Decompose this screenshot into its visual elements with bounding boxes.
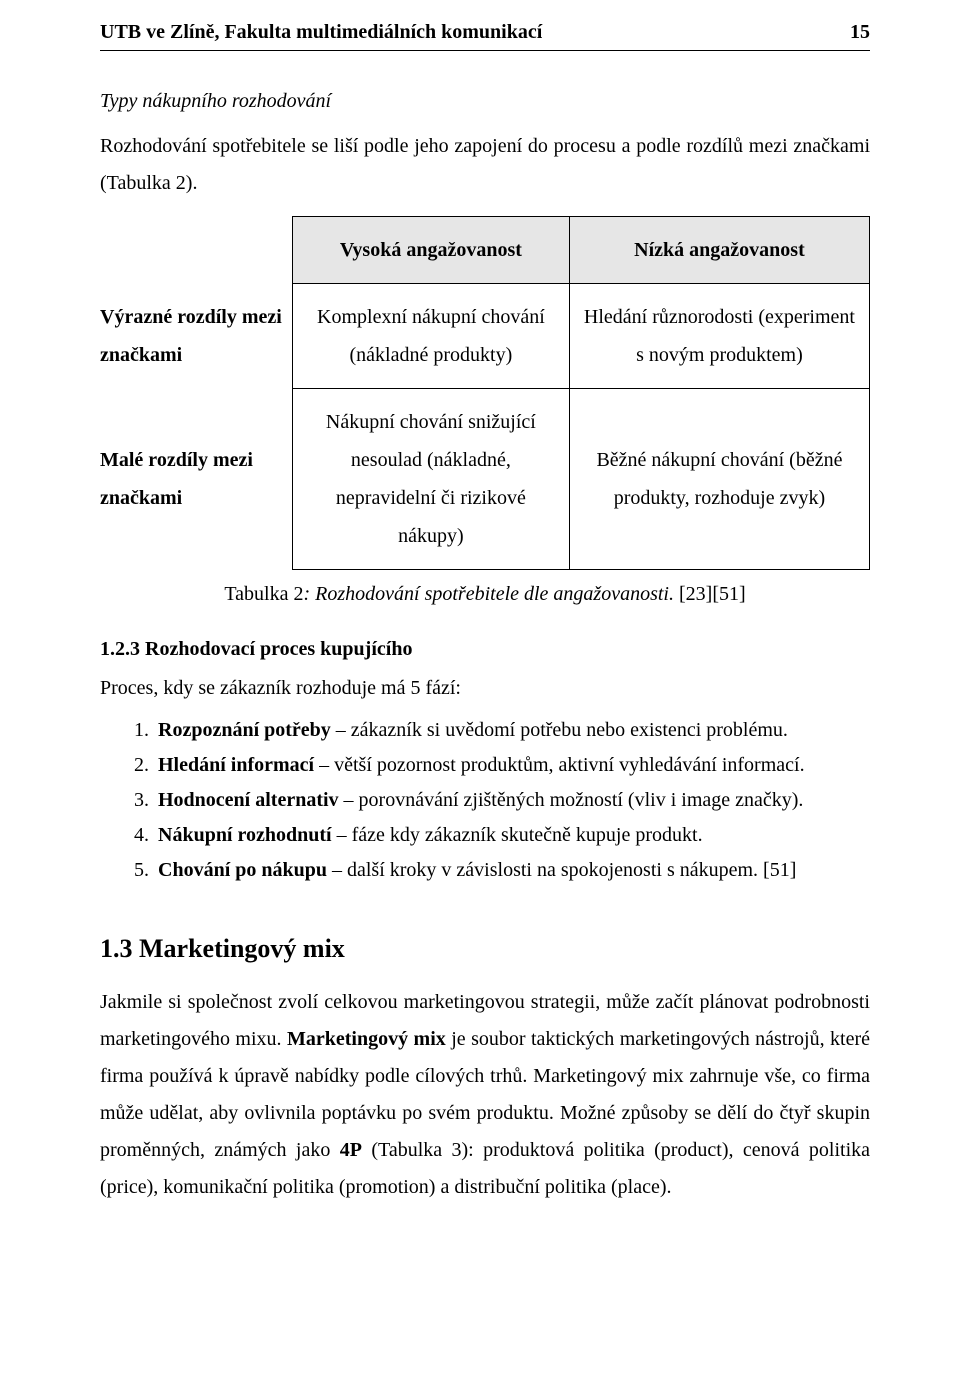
decision-lead: Proces, kdy se zákazník rozhoduje má 5 f…	[100, 674, 870, 703]
mix-paragraph: Jakmile si společnost zvolí celkovou mar…	[100, 984, 870, 1206]
phase-rest: – zákazník si uvědomí potřebu nebo exist…	[331, 719, 788, 741]
table-blank-header	[100, 217, 292, 284]
subsection-decision-process: 1.2.3 Rozhodovací proces kupujícího	[100, 635, 870, 664]
engagement-table: Vysoká angažovanost Nízká angažovanost V…	[100, 216, 870, 570]
list-item: Hodnocení alternativ – porovnávání zjišt…	[154, 783, 870, 818]
phase-rest: – větší pozornost produktům, aktivní vyh…	[314, 754, 804, 776]
list-item: Nákupní rozhodnutí – fáze kdy zákazník s…	[154, 818, 870, 853]
cell-habitual: Běžné nákupní chování (běžné produkty, r…	[569, 389, 869, 570]
phase-rest: – další kroky v závislosti na spokojenos…	[327, 859, 796, 881]
list-item: Chování po nákupu – další kroky v závisl…	[154, 853, 870, 888]
table-row: Malé rozdíly mezi značkami Nákupní chová…	[100, 389, 870, 570]
section-title-types: Typy nákupního rozhodování	[100, 87, 870, 116]
section-marketing-mix: 1.3 Marketingový mix	[100, 930, 870, 968]
cell-variety: Hledání různorodosti (experiment s novým…	[569, 284, 869, 389]
phase-bold: Hledání informací	[158, 754, 314, 776]
table-header-row: Vysoká angažovanost Nízká angažovanost	[100, 217, 870, 284]
header-institution: UTB ve Zlíně, Fakulta multimediálních ko…	[100, 18, 542, 47]
col-header-low: Nízká angažovanost	[569, 217, 869, 284]
phase-bold: Chování po nákupu	[158, 859, 327, 881]
list-item: Hledání informací – větší pozornost prod…	[154, 748, 870, 783]
phases-list: Rozpoznání potřeby – zákazník si uvědomí…	[100, 713, 870, 888]
cell-complex: Komplexní nákupní chování (nákladné prod…	[292, 284, 569, 389]
phase-bold: Nákupní rozhodnutí	[158, 824, 332, 846]
caption-title: : Rozhodování spotřebitele dle angažovan…	[303, 583, 674, 605]
caption-label: Tabulka 2	[224, 583, 303, 605]
phase-bold: Rozpoznání potřeby	[158, 719, 331, 741]
intro-paragraph: Rozhodování spotřebitele se liší podle j…	[100, 128, 870, 202]
table-row: Výrazné rozdíly mezi značkami Komplexní …	[100, 284, 870, 389]
phase-rest: – porovnávání zjištěných možností (vliv …	[339, 789, 804, 811]
phase-bold: Hodnocení alternativ	[158, 789, 339, 811]
mix-bold-4p: 4P	[340, 1139, 362, 1161]
row-header-small-diff: Malé rozdíly mezi značkami	[100, 389, 292, 570]
page-number: 15	[850, 18, 870, 47]
row-header-large-diff: Výrazné rozdíly mezi značkami	[100, 284, 292, 389]
page-header: UTB ve Zlíně, Fakulta multimediálních ko…	[100, 18, 870, 51]
table-caption: Tabulka 2: Rozhodování spotřebitele dle …	[100, 580, 870, 609]
phase-rest: – fáze kdy zákazník skutečně kupuje prod…	[332, 824, 703, 846]
caption-ref: [23][51]	[674, 583, 746, 605]
mix-bold-term: Marketingový mix	[287, 1028, 446, 1050]
list-item: Rozpoznání potřeby – zákazník si uvědomí…	[154, 713, 870, 748]
col-header-high: Vysoká angažovanost	[292, 217, 569, 284]
cell-dissonance: Nákupní chování snižující nesoulad (nákl…	[292, 389, 569, 570]
